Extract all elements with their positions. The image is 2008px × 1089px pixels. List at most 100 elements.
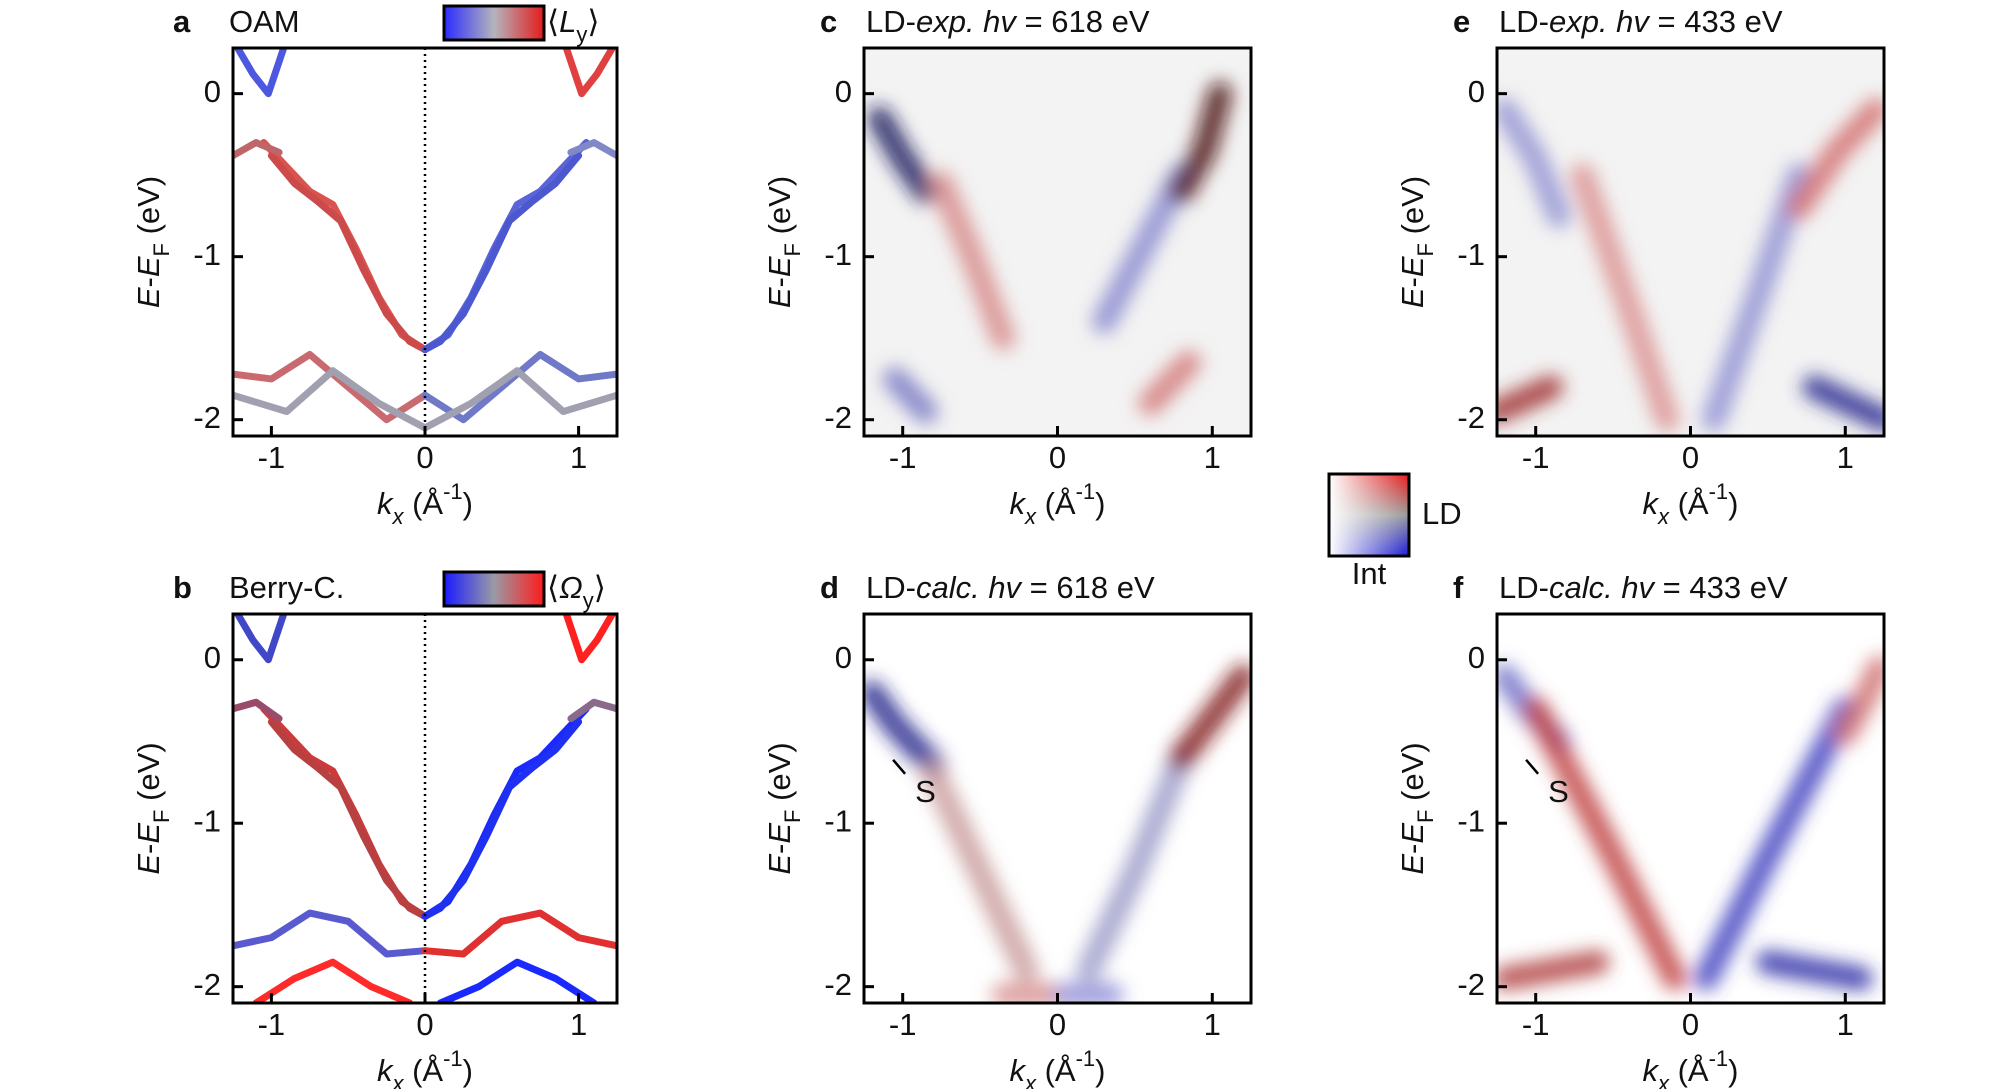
- intensity-band: [864, 680, 946, 779]
- colorbar: [442, 4, 546, 42]
- panel-title: OAM: [229, 4, 300, 39]
- band: [421, 152, 583, 354]
- text-part: (eV): [762, 742, 797, 809]
- x-tick-label: -1: [889, 1007, 917, 1042]
- intensity-layer: [1497, 97, 1884, 432]
- y-tick-label: 0: [1468, 640, 1485, 675]
- text-part: LD-: [1499, 4, 1549, 39]
- x-tick-label: 0: [1682, 1007, 1699, 1042]
- panel-label: e: [1453, 4, 1470, 39]
- intensity-band: [1693, 696, 1858, 991]
- text-part: E: [762, 256, 797, 277]
- band: [267, 152, 429, 354]
- x-tick-label: -1: [1522, 440, 1550, 475]
- text-part: E: [762, 854, 797, 875]
- panel-title: LD-exp. hv = 433 eV: [1499, 4, 1783, 39]
- panel: -1 0 1-2-10b Berry-C.: [173, 570, 619, 1042]
- text-part: x: [1657, 504, 1670, 529]
- colorbar-label: ⟨Ωy⟩: [547, 570, 606, 613]
- text-part: ): [1095, 1053, 1105, 1088]
- plot-area: [864, 664, 1251, 1003]
- x-tick-label: 1: [1204, 1007, 1221, 1042]
- text-part: k: [1009, 1053, 1026, 1088]
- y-tick-label: 0: [835, 74, 852, 109]
- y-tick-label: -1: [824, 237, 852, 272]
- intensity-band: [1091, 163, 1194, 334]
- text-part: E: [762, 823, 797, 844]
- text-part: F: [1413, 810, 1438, 823]
- text-part: x: [1657, 1071, 1670, 1089]
- text-part: ): [1095, 486, 1105, 521]
- band: [267, 718, 429, 920]
- plot-area: [867, 81, 1233, 424]
- text-part: (Å: [1036, 486, 1076, 521]
- x-tick-label: 0: [1682, 440, 1699, 475]
- text-part: F: [149, 243, 174, 256]
- text-part: (Å: [403, 486, 443, 521]
- plot-background: [1497, 614, 1884, 1003]
- colorbar: [442, 570, 546, 608]
- annotation: S: [1548, 774, 1569, 809]
- band: [567, 698, 617, 723]
- intensity-band: [1497, 97, 1571, 228]
- y-axis-label: E-EF (eV): [762, 742, 805, 874]
- text-part: E: [762, 287, 797, 308]
- shared-colorbar-fade: [1327, 472, 1411, 558]
- text-part: k: [1642, 1053, 1659, 1088]
- y-axis-label: E-EF (eV): [1395, 176, 1438, 308]
- y-tick-label: -2: [824, 967, 852, 1002]
- y-tick-label: 0: [204, 640, 221, 675]
- plot-background: [1497, 48, 1884, 436]
- text-part: F: [1413, 243, 1438, 256]
- y-tick-label: -2: [824, 400, 852, 435]
- band: [436, 958, 598, 1003]
- y-tick-label: -2: [1457, 967, 1485, 1002]
- x-tick-label: 0: [416, 440, 433, 475]
- text-part: k: [1009, 486, 1026, 521]
- y-tick-label: -1: [193, 803, 221, 838]
- intensity-band: [1802, 375, 1884, 432]
- x-tick-label: -1: [258, 440, 286, 475]
- text-part: calc.: [916, 570, 980, 605]
- y-axis-label: E-EF (eV): [131, 176, 174, 308]
- text-part: = 618 eV: [1021, 570, 1155, 605]
- x-axis-label: kx (Å-1): [1642, 1046, 1738, 1089]
- y-tick-label: -2: [1457, 400, 1485, 435]
- band: [233, 909, 429, 958]
- intensity-band: [929, 171, 1016, 351]
- text-part: exp.: [916, 4, 975, 39]
- intensity-band: [1497, 950, 1610, 991]
- text-part: x: [1024, 504, 1037, 529]
- y-tick-label: -1: [193, 237, 221, 272]
- text-part: -: [131, 844, 166, 854]
- band: [562, 48, 616, 98]
- x-tick-label: 1: [1204, 440, 1221, 475]
- annotation: S: [915, 774, 936, 809]
- panel-title: LD-exp. hv = 618 eV: [866, 4, 1150, 39]
- panel-label: d: [820, 570, 839, 605]
- text-part: ⟩: [594, 570, 606, 605]
- intensity-band: [1701, 163, 1811, 432]
- text-part: y: [583, 588, 594, 613]
- band: [234, 614, 288, 664]
- panel: -1 0 1 -2 -1 0 d S: [820, 570, 1253, 1042]
- text-part: -1: [1076, 1046, 1096, 1071]
- x-tick-label: 0: [416, 1007, 433, 1042]
- text-part: E: [1395, 854, 1430, 875]
- intensity-band: [1786, 97, 1884, 220]
- panel-label: a: [173, 4, 191, 39]
- y-tick-label: -2: [193, 967, 221, 1002]
- text-part: = 618 eV: [1016, 4, 1150, 39]
- text-part: L: [559, 4, 576, 39]
- y-axis-label: E-EF (eV): [762, 176, 805, 308]
- text-part: -1: [1076, 479, 1096, 504]
- text-part: LD-: [866, 4, 916, 39]
- text-part: ): [463, 486, 473, 521]
- text-part: -: [131, 277, 166, 287]
- band: [421, 718, 583, 920]
- text-part: x: [391, 1071, 404, 1089]
- intensity-band: [1169, 664, 1251, 770]
- plot-area: [233, 614, 617, 1003]
- x-tick-label: 1: [1837, 440, 1854, 475]
